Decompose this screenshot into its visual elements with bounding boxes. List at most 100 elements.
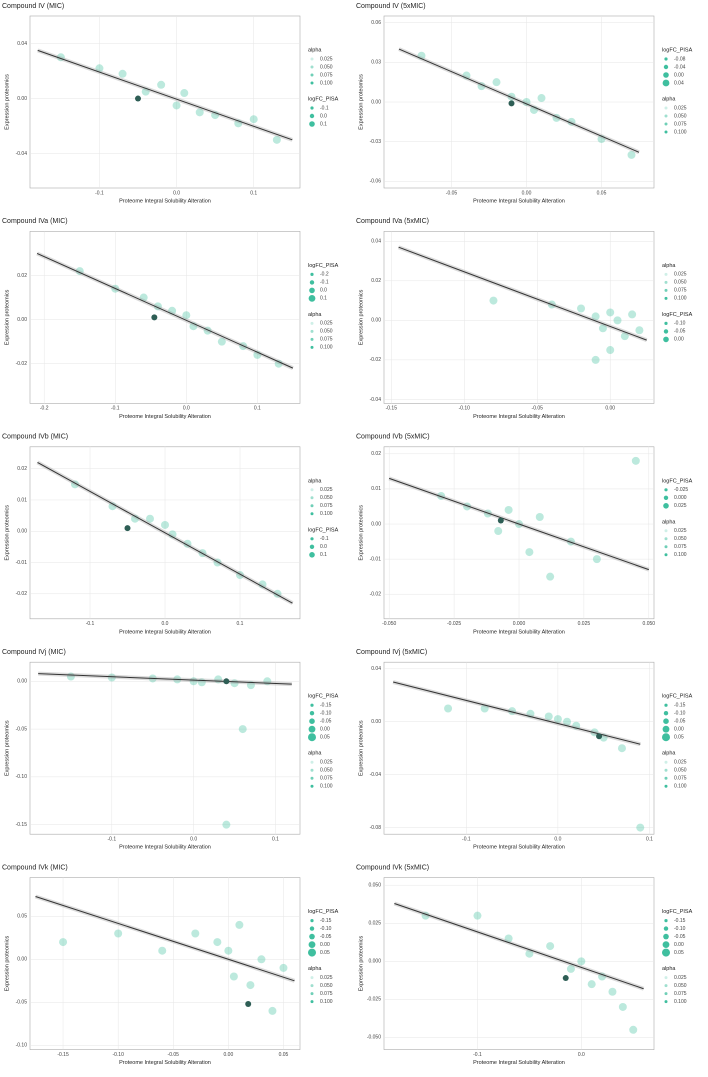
y-tick-label: 0.00	[371, 719, 381, 725]
legend-label: -0.05	[674, 934, 686, 940]
legend-label: 0.050	[320, 64, 333, 70]
legend-label: 0.1	[320, 552, 327, 558]
point	[183, 539, 192, 548]
panel: Compound IVa (5xMIC) -0.15 -0.10 -0.05 0.00 0…	[356, 218, 693, 420]
highlight-point	[596, 733, 603, 740]
legend-label: 0.025	[320, 56, 333, 62]
y-tick-label: -0.05	[16, 726, 28, 732]
legend-label: 0.075	[674, 121, 687, 127]
highlight-point	[245, 1001, 252, 1008]
point	[525, 949, 534, 958]
legend-key	[662, 733, 670, 742]
legend-label: 0.025	[320, 487, 333, 493]
legend-label: 0.05	[320, 735, 330, 741]
point	[598, 324, 607, 333]
point	[504, 505, 513, 514]
y-tick-label: -0.08	[370, 825, 382, 831]
legend-key	[310, 337, 314, 341]
legend-key	[310, 488, 314, 492]
legend-title: alpha	[662, 966, 676, 972]
x-tick-label: 0.050	[643, 621, 656, 627]
legend-label: -0.15	[674, 703, 686, 709]
point	[577, 957, 586, 966]
fit-line	[38, 673, 292, 685]
fit-line	[389, 477, 649, 571]
legend-title: logFC_PISA	[662, 312, 693, 318]
point	[161, 520, 169, 529]
legend-label: 0.04	[674, 80, 684, 86]
plot-area	[29, 661, 301, 835]
legend-key	[662, 725, 670, 733]
legend-key	[664, 114, 668, 118]
legend-key	[664, 784, 668, 788]
highlight-point	[223, 678, 230, 685]
legend-label: 0.025	[674, 272, 687, 278]
y-tick-label: -0.03	[370, 139, 382, 145]
y-tick-label: -0.05	[16, 1000, 28, 1006]
plot-area	[29, 877, 301, 1050]
y-tick-label: 0.00	[17, 96, 27, 102]
point	[107, 673, 116, 682]
legend-title: alpha	[308, 751, 322, 757]
legend-key	[664, 545, 668, 549]
x-tick-label: 0.05	[279, 1052, 289, 1058]
legend-label: -0.10	[674, 926, 686, 932]
legend-label: 0.025	[674, 975, 687, 981]
legend-title: alpha	[308, 47, 322, 53]
highlight-point	[151, 314, 158, 321]
x-tick-label: -0.2	[40, 406, 49, 412]
point	[627, 150, 636, 159]
point	[606, 308, 615, 317]
x-axis-title: Proteome Integral Solubility Alteration	[473, 1060, 565, 1066]
point	[195, 108, 204, 117]
highlight-point	[124, 525, 131, 532]
legend-label: 0.025	[320, 760, 333, 766]
y-tick-label: 0.00	[17, 957, 27, 963]
legend-label: 0.00	[320, 727, 330, 733]
legend-label: 0.100	[320, 80, 333, 86]
legend-key	[310, 776, 314, 780]
point	[224, 946, 233, 955]
legend-label: 0.100	[674, 999, 687, 1005]
x-tick-label: -0.025	[447, 621, 461, 627]
x-tick-label: -0.10	[459, 406, 471, 412]
chart-title: Compound IVb (MIC)	[2, 434, 68, 441]
legend-label: -0.15	[674, 918, 686, 924]
legend-label: -0.10	[674, 711, 686, 717]
highlight-point	[497, 517, 504, 524]
legend-label: -0.2	[320, 272, 329, 278]
legend-title: logFC_PISA	[308, 909, 339, 915]
y-tick-label: -0.02	[370, 357, 382, 363]
legend-key	[310, 57, 314, 61]
fit-line	[398, 246, 647, 341]
x-tick-label: 0.025	[578, 621, 591, 627]
chart-title: Compound IV (5xMIC)	[356, 3, 426, 10]
x-tick-label: 0.00	[522, 190, 532, 196]
legend-label: 0.0	[320, 544, 327, 550]
y-tick-label: -0.02	[16, 361, 28, 367]
legend-label: 0.025	[320, 321, 333, 327]
x-tick-label: -0.05	[168, 1052, 180, 1058]
legend-label: 0.075	[674, 776, 687, 782]
y-tick-label: -0.10	[16, 774, 28, 780]
point	[553, 715, 562, 724]
legend-title: alpha	[662, 263, 676, 269]
legend-key	[310, 504, 314, 508]
legend-key	[663, 72, 669, 78]
legend-label: 0.100	[320, 999, 333, 1005]
legend-key	[310, 345, 314, 349]
legend-key	[310, 329, 314, 333]
legend-label: 0.025	[674, 105, 687, 111]
legend-label: 0.00	[674, 727, 684, 733]
point	[463, 502, 472, 511]
y-tick-label: 0.03	[371, 60, 381, 66]
legend-label: 0.100	[674, 784, 687, 790]
y-tick-label: 0.050	[368, 883, 381, 889]
y-tick-label: 0.02	[17, 273, 27, 279]
y-tick-label: -0.025	[367, 997, 381, 1003]
y-tick-label: 0.00	[371, 521, 381, 527]
highlight-point	[562, 975, 569, 982]
legend-key	[309, 544, 315, 549]
point	[222, 820, 231, 829]
